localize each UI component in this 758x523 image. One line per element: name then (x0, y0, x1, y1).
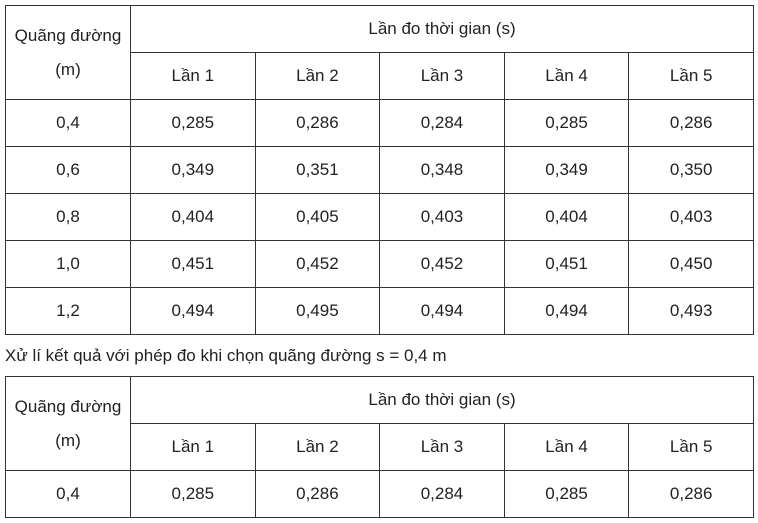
header-cell: Lần 5 (628, 423, 754, 471)
cell: 0,451 (503, 240, 630, 288)
cell: 0,285 (130, 99, 256, 147)
header-cell: Lần 1 (130, 52, 256, 100)
cell: 0,404 (503, 193, 630, 241)
header-cell: Lần 2 (254, 52, 381, 100)
cell: 0,284 (379, 470, 505, 518)
cell: 1,0 (5, 240, 131, 288)
header-row: Lần 1 Lần 2 Lần 3 Lần 4 Lần 5 (6, 423, 754, 471)
header-cell: Lần 2 (254, 423, 381, 471)
data-row: 0,4 0,285 0,286 0,284 0,285 0,286 (5, 99, 754, 147)
cell: 0,350 (628, 146, 754, 194)
header-cell: Quãng đường (m) (5, 5, 131, 100)
header-cell: Lần 1 (130, 423, 256, 471)
cell: 0,494 (503, 287, 630, 335)
cell: 0,286 (628, 99, 754, 147)
cell: 0,452 (254, 240, 381, 288)
header-cell: Lần 3 (379, 52, 505, 100)
cell: 0,403 (379, 193, 505, 241)
cell: 0,284 (379, 99, 505, 147)
cell: 1,2 (5, 287, 131, 335)
header-cell: Quãng đường (m) (5, 376, 131, 471)
cell: 0,403 (628, 193, 754, 241)
cell: 0,285 (130, 470, 256, 518)
cell: 0,405 (254, 193, 381, 241)
caption: Xử lí kết quả với phép đo khi chọn quãng… (5, 346, 447, 365)
header-cell: Lần đo thời gian (s) (130, 376, 754, 424)
cell: 0,495 (254, 287, 381, 335)
data-row: 0,8 0,404 0,405 0,403 0,404 0,403 (5, 193, 754, 241)
cell: 0,450 (628, 240, 754, 288)
data-row: 1,0 0,451 0,452 0,452 0,451 0,450 (5, 240, 754, 288)
header-cell: Lần 4 (503, 423, 630, 471)
cell: 0,451 (130, 240, 256, 288)
cell: 0,4 (5, 470, 131, 518)
data-row: 1,2 0,494 0,495 0,494 0,494 0,493 (5, 287, 754, 335)
header-cell: Lần 4 (503, 52, 630, 100)
cell: 0,285 (503, 99, 630, 147)
cell: 0,404 (130, 193, 256, 241)
cell: 0,348 (379, 146, 505, 194)
cell: 0,349 (130, 146, 256, 194)
table: Quãng đường (m) Lần đo thời gian (s) Lần 1… (5, 376, 754, 518)
cell: 0,494 (130, 287, 256, 335)
table: Quãng đường (m) Lần đo thời gian (s) Lần 1… (5, 5, 754, 335)
header-row: Quãng đường (m) Lần đo thời gian (s) (5, 376, 754, 471)
cell: 0,286 (254, 470, 381, 518)
header-cell: Lần 3 (379, 423, 505, 471)
header-row: Lần 1 Lần 2 Lần 3 Lần 4 Lần 5 (6, 52, 754, 100)
cell: 0,8 (5, 193, 131, 241)
header-cell: Lần 5 (628, 52, 754, 100)
data-row: 0,4 0,285 0,286 0,284 0,285 0,286 (5, 470, 754, 518)
data-row: 0,6 0,349 0,351 0,348 0,349 0,350 (5, 146, 754, 194)
cell: 0,4 (5, 99, 131, 147)
header-row: Quãng đường (m) Lần đo thời gian (s) (5, 5, 754, 100)
cell: 0,6 (5, 146, 131, 194)
cell: 0,452 (379, 240, 505, 288)
cell: 0,286 (628, 470, 754, 518)
cell: 0,494 (379, 287, 505, 335)
cell: 0,351 (254, 146, 381, 194)
cell: 0,349 (503, 146, 630, 194)
header-cell: Lần đo thời gian (s) (130, 5, 754, 53)
cell: 0,286 (254, 99, 381, 147)
cell: 0,285 (503, 470, 630, 518)
cell: 0,493 (628, 287, 754, 335)
